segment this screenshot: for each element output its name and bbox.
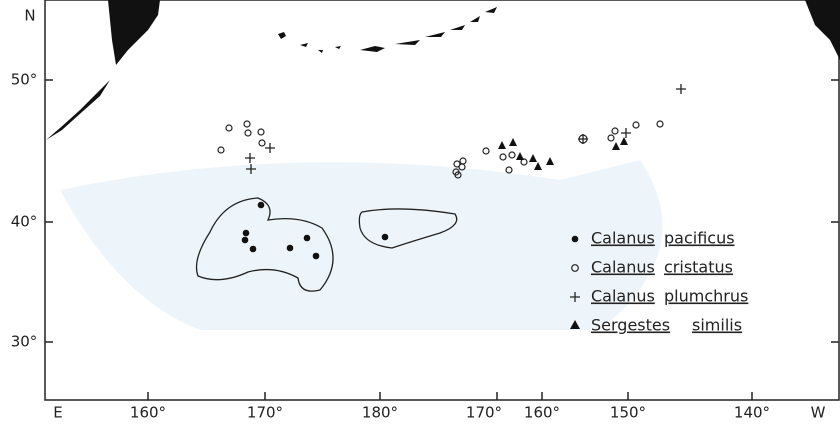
lon-label: 160° bbox=[130, 404, 166, 422]
legend-symbol bbox=[570, 320, 580, 329]
lon-label: 160° bbox=[524, 404, 560, 422]
lon-label: 180° bbox=[362, 404, 398, 422]
legend-species: cristatus bbox=[664, 258, 733, 277]
plumchrus-markers bbox=[245, 84, 686, 174]
coastline bbox=[46, 80, 110, 140]
legend-symbol bbox=[571, 264, 579, 272]
coastline bbox=[805, 0, 840, 60]
legend-genus: Calanus bbox=[591, 287, 655, 306]
map-frame bbox=[44, 0, 840, 401]
lon-label: 150° bbox=[610, 404, 646, 422]
lon-label: 140° bbox=[734, 404, 770, 422]
legend: Calanus pacificus Calanus cristatus Cala… bbox=[570, 229, 748, 335]
pacificus-markers bbox=[241, 201, 389, 260]
coastline bbox=[108, 0, 160, 65]
lat-label: 30° bbox=[11, 333, 38, 351]
legend-species: pacificus bbox=[664, 229, 735, 248]
legend-symbol bbox=[570, 292, 580, 302]
background-shape bbox=[60, 160, 663, 330]
lat-label: N bbox=[24, 7, 35, 25]
ticks bbox=[45, 79, 839, 400]
lon-label: 170° bbox=[466, 404, 502, 422]
lon-label: E bbox=[53, 404, 62, 422]
legend-genus: Sergestes bbox=[591, 316, 670, 335]
legend-symbol bbox=[571, 235, 579, 243]
islands bbox=[278, 7, 497, 53]
contour bbox=[358, 208, 458, 249]
lat-label: 40° bbox=[11, 213, 38, 231]
contour bbox=[195, 197, 334, 292]
lon-label: 170° bbox=[247, 404, 283, 422]
legend-genus: Calanus bbox=[591, 229, 655, 248]
legend-species: similis bbox=[692, 316, 742, 335]
lat-label: 50° bbox=[11, 71, 38, 89]
legend-genus: Calanus bbox=[591, 258, 655, 277]
similis-markers bbox=[498, 137, 628, 170]
legend-species: plumchrus bbox=[664, 287, 748, 306]
lon-label: W bbox=[811, 404, 826, 422]
